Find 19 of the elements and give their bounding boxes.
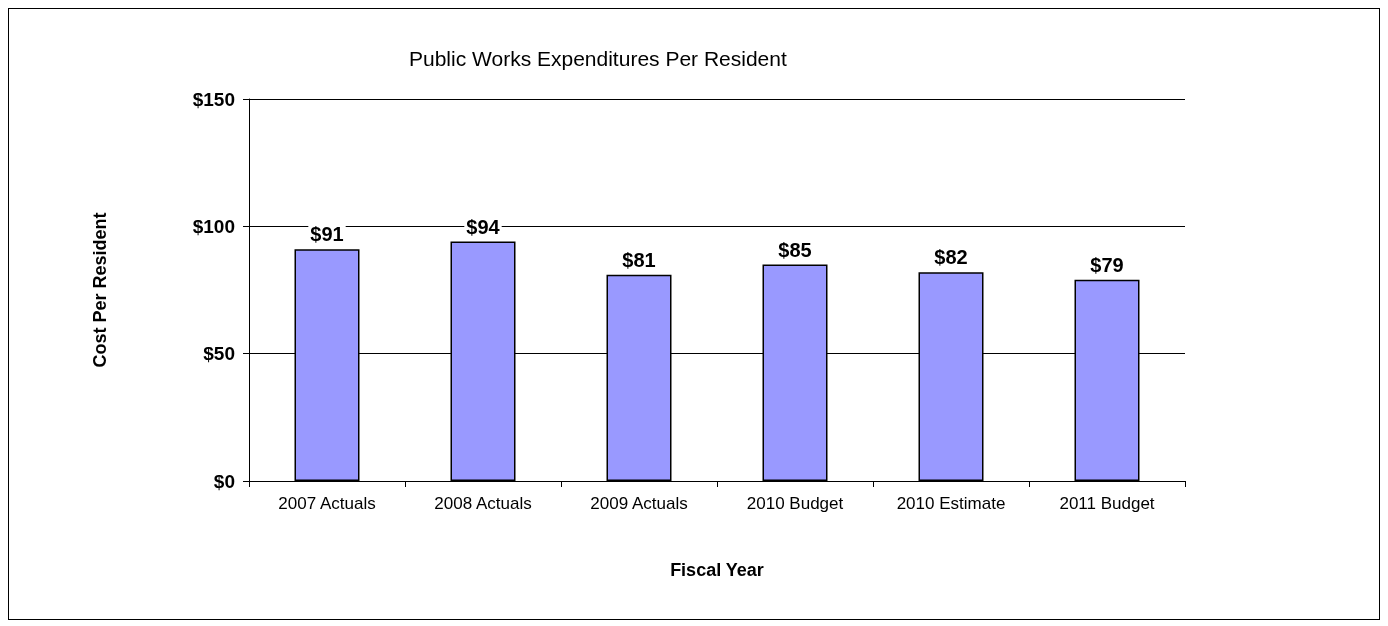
x-tick-label: 2011 Budget: [1059, 494, 1155, 513]
x-tick-label: 2009 Actuals: [590, 494, 688, 513]
data-label: $85: [778, 238, 812, 261]
data-label: $91: [310, 223, 344, 246]
data-label: $94: [466, 215, 501, 238]
x-tick-label: 2007 Actuals: [278, 494, 376, 513]
x-tick-label: 2010 Budget: [746, 494, 844, 513]
y-tick-label: $50: [203, 343, 235, 365]
data-label: $82: [934, 246, 968, 269]
y-tick-label: $0: [213, 470, 235, 492]
y-tick-label: $100: [192, 215, 235, 237]
data-label: $81: [622, 248, 656, 271]
x-tick-label: 2010 Estimate: [896, 494, 1006, 513]
x-axis-title: Fiscal Year: [670, 560, 764, 580]
data-label: $79: [1090, 253, 1124, 276]
chart-title: Public Works Expenditures Per Resident: [409, 47, 787, 70]
y-axis-title: Cost Per Resident: [90, 212, 110, 368]
x-tick-label: 2008 Actuals: [434, 494, 532, 513]
y-tick-label: $150: [192, 88, 235, 110]
